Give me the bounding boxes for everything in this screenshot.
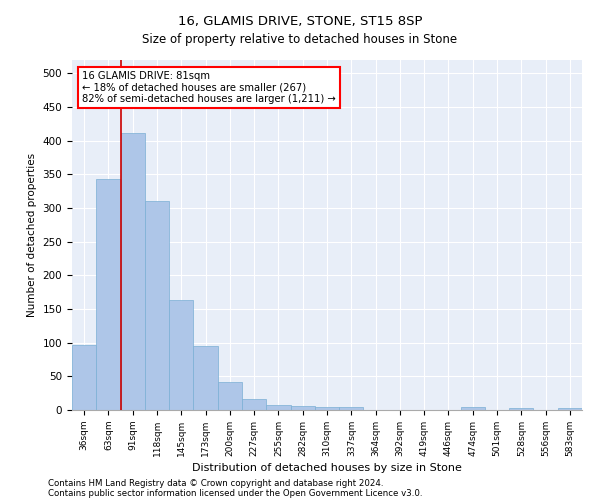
- Bar: [315, 406, 339, 410]
- Bar: [145, 200, 169, 410]
- Text: 16 GLAMIS DRIVE: 81sqm
← 18% of detached houses are smaller (267)
82% of semi-de: 16 GLAMIS DRIVE: 81sqm ← 18% of detached…: [82, 70, 336, 104]
- Bar: [193, 346, 218, 410]
- Text: Contains HM Land Registry data © Crown copyright and database right 2024.: Contains HM Land Registry data © Crown c…: [48, 478, 383, 488]
- Bar: [169, 300, 193, 410]
- Bar: [339, 408, 364, 410]
- Bar: [218, 382, 242, 410]
- Bar: [121, 132, 145, 410]
- Bar: [461, 408, 485, 410]
- Bar: [266, 404, 290, 410]
- Text: Size of property relative to detached houses in Stone: Size of property relative to detached ho…: [142, 32, 458, 46]
- X-axis label: Distribution of detached houses by size in Stone: Distribution of detached houses by size …: [192, 463, 462, 473]
- Text: Contains public sector information licensed under the Open Government Licence v3: Contains public sector information licen…: [48, 488, 422, 498]
- Bar: [72, 344, 96, 410]
- Y-axis label: Number of detached properties: Number of detached properties: [27, 153, 37, 317]
- Bar: [242, 398, 266, 410]
- Bar: [96, 179, 121, 410]
- Bar: [558, 408, 582, 410]
- Text: 16, GLAMIS DRIVE, STONE, ST15 8SP: 16, GLAMIS DRIVE, STONE, ST15 8SP: [178, 15, 422, 28]
- Bar: [290, 406, 315, 410]
- Bar: [509, 408, 533, 410]
